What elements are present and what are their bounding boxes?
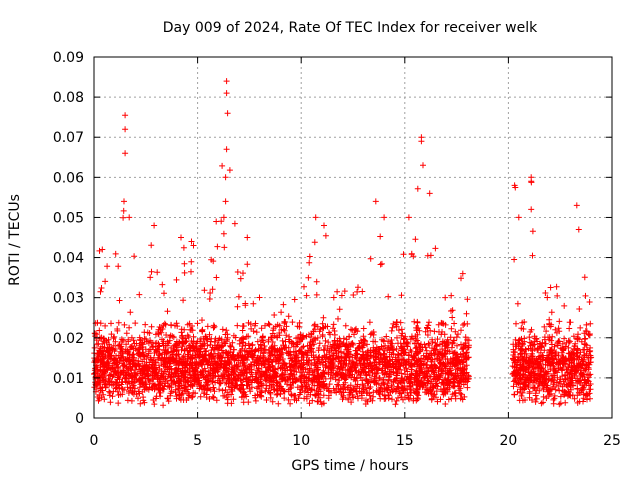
y-tick-label: 0.03 <box>53 291 84 307</box>
y-tick-label: 0.01 <box>53 371 84 387</box>
grid-lines <box>94 57 612 418</box>
y-tick-label: 0 <box>75 411 84 427</box>
tick-labels: 0 0.01 0.02 0.03 0.04 0.05 0.06 0.07 0.08 0.09 0 5 1… <box>53 50 621 449</box>
y-axis-label: ROTI / TECUs <box>7 194 23 286</box>
y-tick-label: 0.06 <box>53 170 84 186</box>
x-tick-label: 20 <box>499 433 517 449</box>
x-axis-label: GPS time / hours <box>291 458 408 474</box>
roti-scatter-points <box>91 78 595 409</box>
y-tick-label: 0.07 <box>53 130 84 146</box>
y-tick-label: 0.02 <box>53 331 84 347</box>
plot-frame <box>93 56 613 419</box>
axis-ticks <box>93 56 613 419</box>
chart-title: Day 009 of 2024, Rate Of TEC Index for r… <box>163 20 538 36</box>
x-tick-label: 10 <box>292 433 310 449</box>
y-tick-label: 0.08 <box>53 90 84 106</box>
y-tick-label: 0.05 <box>53 210 84 226</box>
y-tick-label: 0.04 <box>53 251 84 267</box>
data-points <box>91 78 595 409</box>
x-tick-label: 25 <box>603 433 621 449</box>
x-tick-label: 0 <box>90 433 99 449</box>
x-tick-label: 5 <box>193 433 202 449</box>
y-tick-label: 0.09 <box>53 50 84 66</box>
x-tick-label: 15 <box>396 433 414 449</box>
